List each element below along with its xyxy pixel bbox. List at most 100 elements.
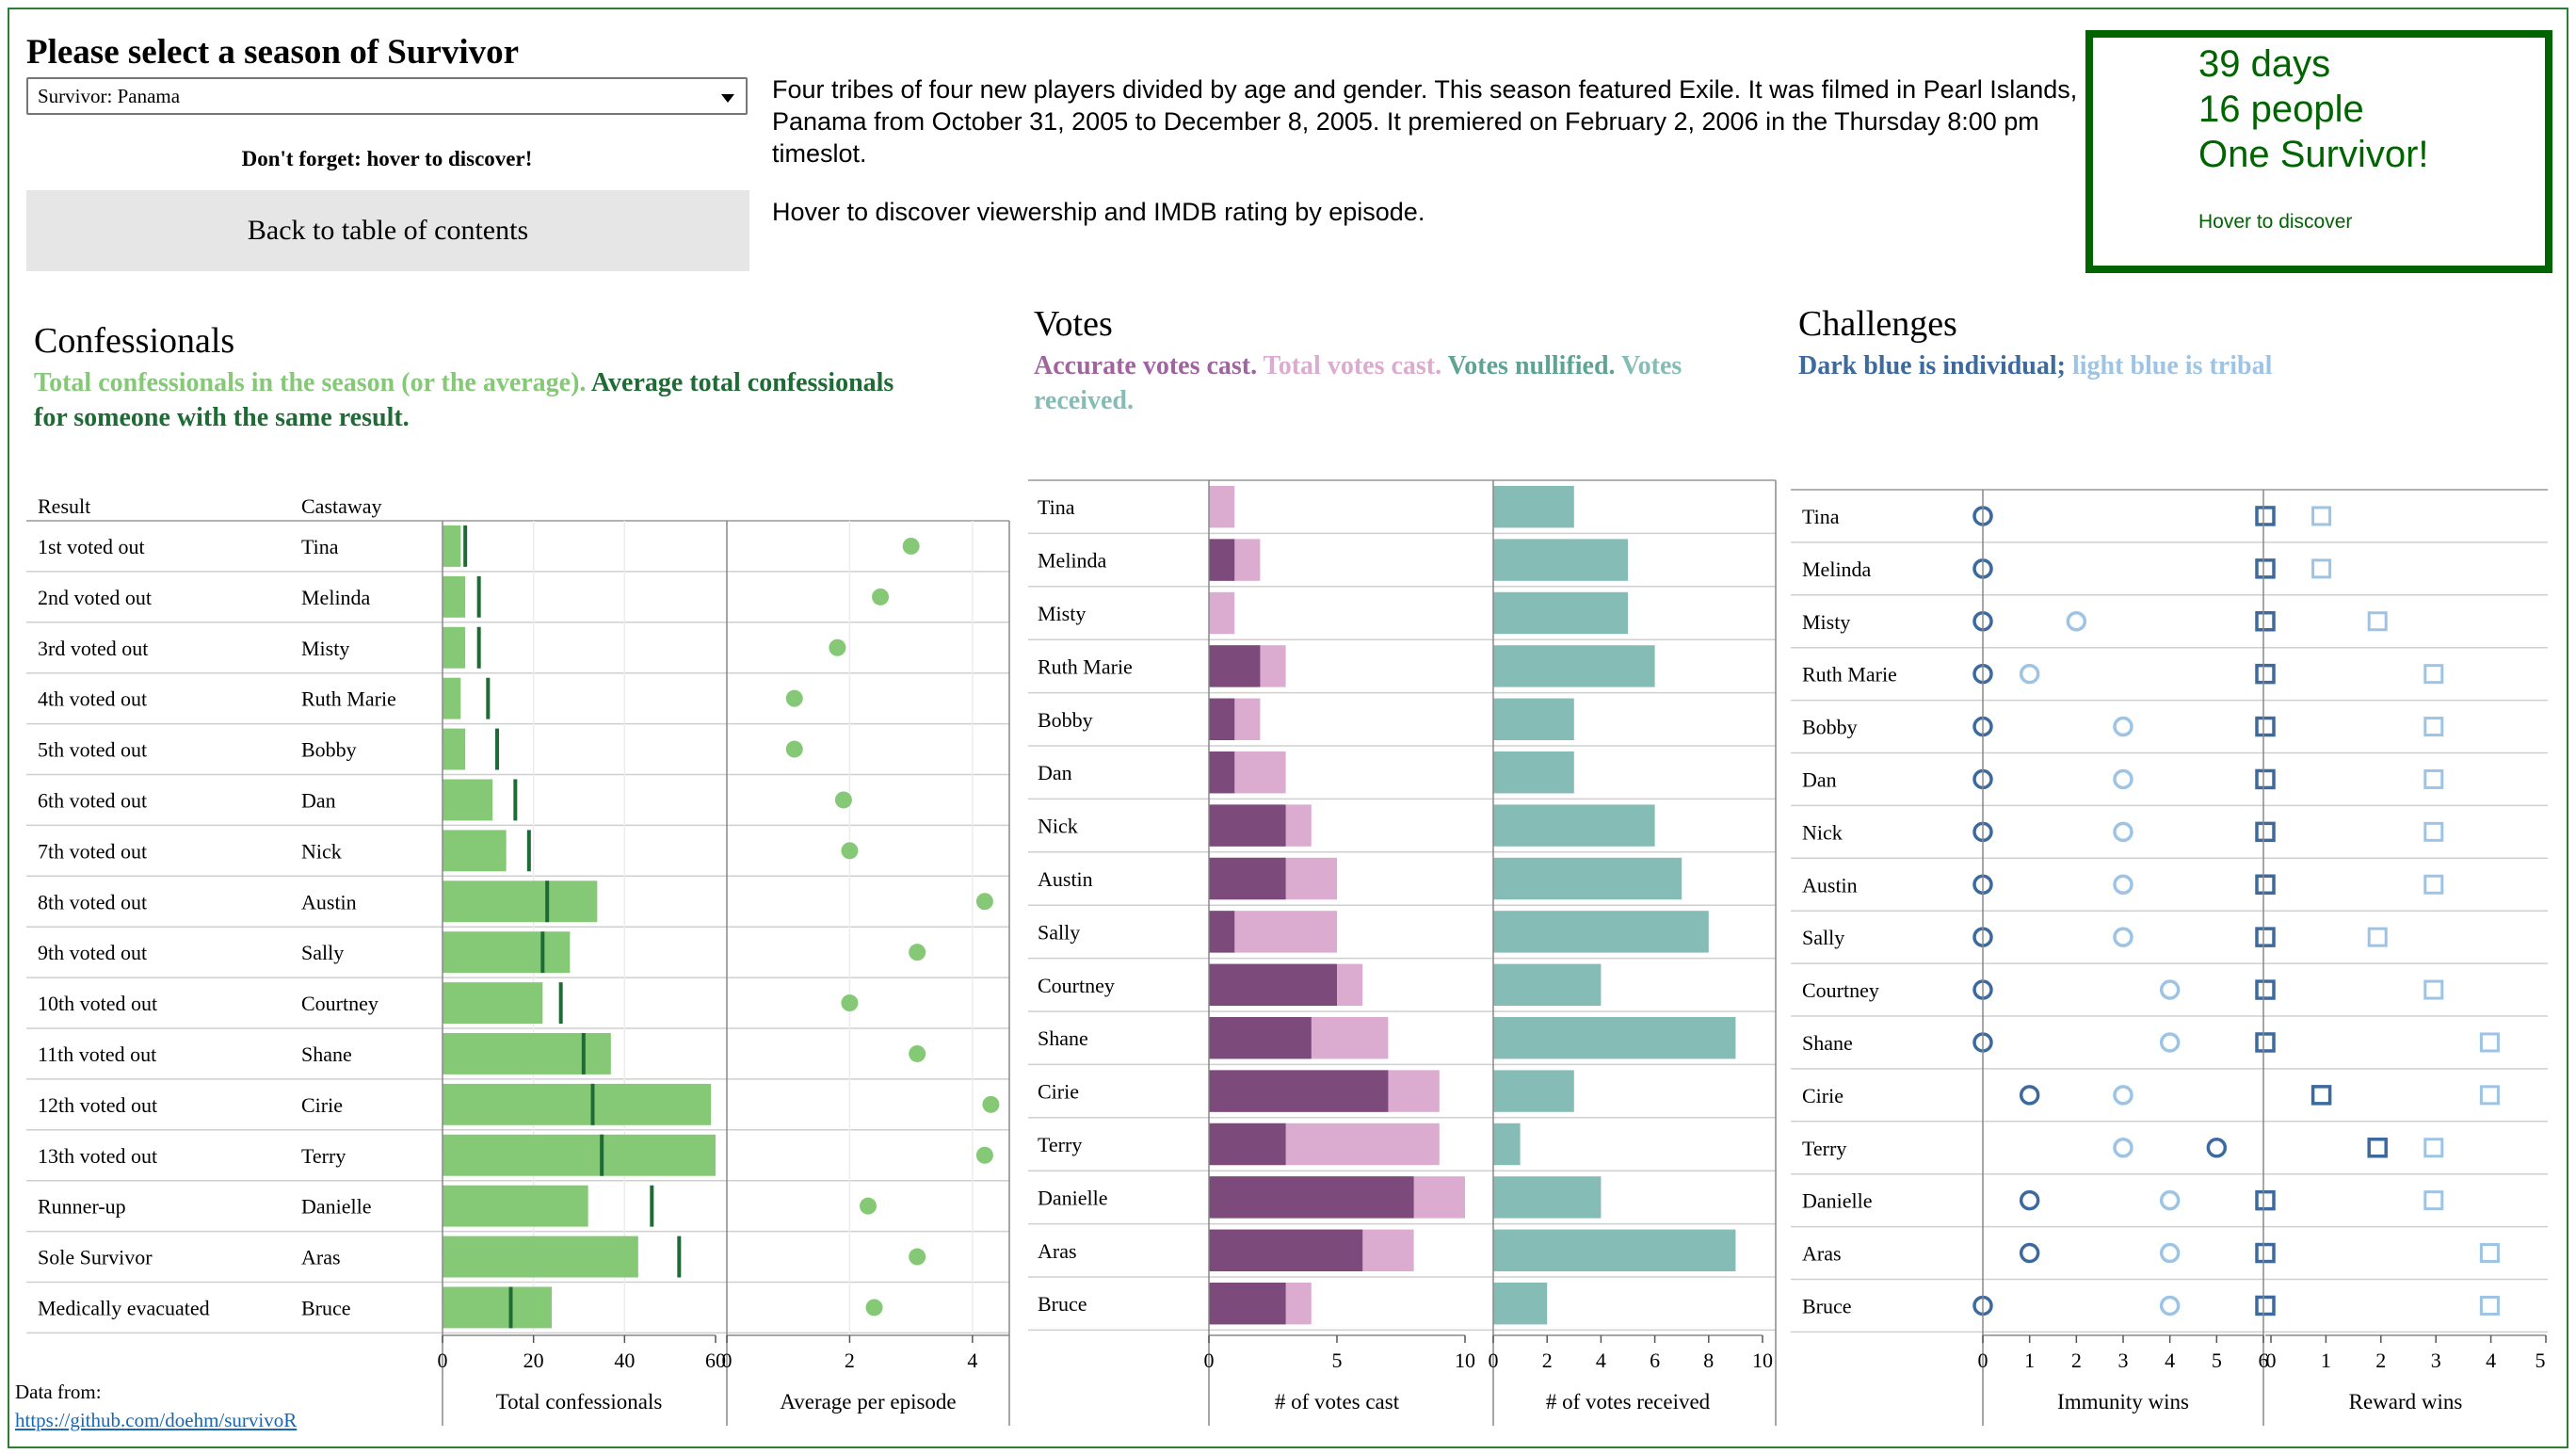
chal-castaway-label: Aras [1802, 1242, 1842, 1266]
votes-castaway-label: Aras [1038, 1239, 1077, 1263]
conf-result-label: 3rd voted out [38, 637, 148, 660]
chal-castaway-label: Austin [1802, 873, 1858, 897]
conf-x-label: Total confessionals [496, 1390, 663, 1414]
legend-votes-nullified: Votes nullified. [1447, 351, 1616, 380]
avg-tick-label: 0 [722, 1349, 733, 1372]
reward-tribal-marker [2367, 927, 2388, 947]
votes-accurate-bar [1209, 911, 1235, 953]
reward-individual-marker [2255, 663, 2276, 685]
chal-castaway-label: Shane [1802, 1031, 1853, 1055]
votes-castaway-label: Bobby [1038, 708, 1093, 732]
votes-castaway-label: Bruce [1038, 1292, 1087, 1316]
conf-result-label: 8th voted out [38, 890, 147, 913]
reward-individual-marker [2255, 1032, 2276, 1053]
avg-per-episode-dot [834, 791, 852, 809]
reward-tribal-marker [2479, 1295, 2500, 1316]
reward-tribal-marker [2423, 821, 2444, 842]
chal-castaway-label: Bobby [1802, 716, 1858, 739]
votes-received-bar [1493, 804, 1655, 847]
reward-tribal-marker [2367, 611, 2388, 632]
confessionals-legend: Total confessionals in the season (or th… [34, 365, 900, 435]
confessionals-title: Confessionals [34, 321, 235, 361]
hover-episode-note[interactable]: Hover to discover viewership and IMDB ra… [772, 198, 1425, 226]
immunity-tick-label: 0 [1978, 1349, 1988, 1372]
votes-cast-tick-label: 0 [1204, 1349, 1215, 1372]
avg-x-label: Average per episode [780, 1390, 956, 1414]
votes-received-bar [1493, 486, 1574, 528]
votes-received-bar [1493, 1017, 1736, 1059]
conf-result-label: 1st voted out [38, 535, 145, 558]
chevron-down-icon [721, 94, 734, 103]
conf-result-label: 11th voted out [38, 1042, 156, 1066]
immunity-tick-label: 3 [2118, 1349, 2129, 1372]
conf-bar [443, 1286, 552, 1329]
votes-accurate-bar [1209, 963, 1337, 1006]
stats-box[interactable]: 39 days 16 people One Survivor! Hover to… [2085, 30, 2552, 273]
legend-votes-total: Total votes cast. [1263, 351, 1442, 380]
conf-castaway-label: Ruth Marie [301, 687, 396, 711]
votes-castaway-label: Danielle [1038, 1186, 1108, 1209]
conf-result-label: Sole Survivor [38, 1246, 153, 1269]
reward-tribal-marker [2423, 664, 2444, 685]
reward-individual-marker [2255, 1295, 2276, 1317]
reward-tribal-marker [2311, 506, 2332, 526]
reward-tick-label: 0 [2266, 1349, 2277, 1372]
chal-castaway-label: Ruth Marie [1802, 663, 1897, 687]
source-link[interactable]: https://github.com/doehm/survivoR [15, 1409, 298, 1431]
reward-tribal-marker [2423, 1190, 2444, 1211]
avg-per-episode-dot [865, 1299, 883, 1317]
reward-individual-marker [2255, 1189, 2276, 1211]
stats-hover-note: Hover to discover [2198, 211, 2353, 233]
reward-individual-marker [2255, 768, 2276, 790]
immunity-tribal-marker [2019, 663, 2040, 685]
reward-tick-label: 1 [2321, 1349, 2331, 1372]
hover-note: Don't forget: hover to discover! [241, 147, 533, 170]
votes-cast-x-label: # of votes cast [1275, 1390, 1400, 1414]
reward-individual-marker [2310, 1085, 2332, 1106]
conf-castaway-label: Tina [301, 535, 339, 558]
reward-individual-marker [2255, 506, 2276, 526]
toc-button[interactable]: Back to table of contents [26, 190, 749, 271]
immunity-tribal-marker [2113, 927, 2133, 947]
votes-accurate-bar [1209, 645, 1261, 687]
conf-bar [443, 1185, 588, 1227]
votes-cast-tick-label: 5 [1332, 1349, 1343, 1372]
avg-per-episode-dot [909, 1044, 926, 1062]
immunity-tribal-marker [2159, 1295, 2181, 1317]
votes-cast-tick-label: 10 [1455, 1349, 1475, 1372]
conf-castaway-label: Courtney [301, 992, 378, 1015]
votes-received-bar [1493, 539, 1628, 581]
avg-tick-label: 4 [967, 1349, 977, 1372]
avg-per-episode-dot [902, 537, 920, 555]
chal-castaway-label: Misty [1802, 610, 1850, 634]
conf-tick-label: 40 [614, 1349, 635, 1372]
conf-bar [443, 830, 507, 872]
conf-castaway-label: Melinda [301, 586, 371, 609]
immunity-tribal-marker [2113, 768, 2133, 790]
conf-bar [443, 1083, 712, 1125]
reward-individual-marker [2255, 979, 2276, 1000]
reward-tribal-marker [2423, 979, 2444, 1000]
conf-castaway-label: Bruce [301, 1296, 351, 1319]
votes-castaway-label: Courtney [1038, 974, 1115, 997]
reward-individual-marker [2255, 1242, 2276, 1264]
votes-received-bar [1493, 591, 1628, 635]
immunity-tribal-marker [2159, 979, 2181, 1000]
reward-tick-label: 4 [2486, 1349, 2496, 1372]
votes-received-bar [1493, 1070, 1574, 1112]
votes-received-tick-label: 8 [1703, 1349, 1714, 1372]
conf-bar [443, 525, 461, 567]
votes-received-tick-label: 0 [1489, 1349, 1499, 1372]
votes-accurate-bar [1209, 751, 1235, 794]
conf-bar [443, 1236, 638, 1278]
conf-castaway-label: Aras [301, 1246, 341, 1269]
conf-bar [443, 931, 571, 974]
avg-per-episode-dot [841, 842, 859, 860]
immunity-tribal-marker [2113, 1138, 2133, 1158]
season-select[interactable]: Survivor: Panama [26, 77, 748, 115]
legend-conf-average: Average total confessionals for someone … [34, 368, 894, 432]
immunity-tribal-marker [2159, 1242, 2181, 1264]
votes-received-bar [1493, 1229, 1736, 1271]
avg-per-episode-dot [829, 638, 846, 656]
legend-votes-received: Votes received. [1034, 351, 1682, 415]
